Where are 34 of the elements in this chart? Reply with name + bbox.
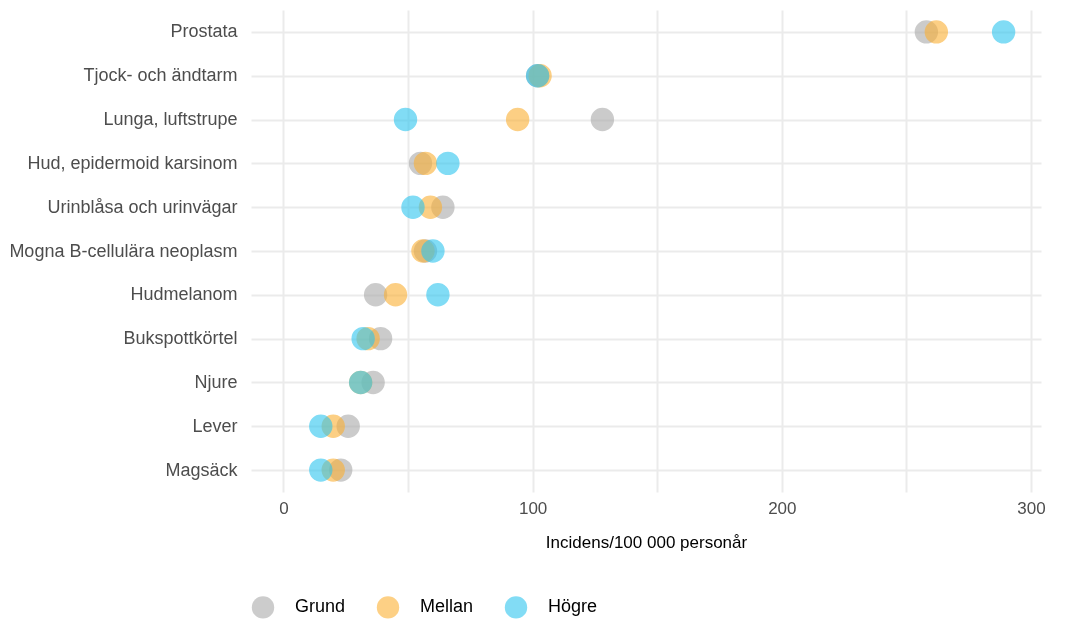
legend-label: Mellan [420, 596, 474, 617]
x-tick-label: 100 [518, 498, 548, 518]
y-tick-label: Lever [192, 415, 238, 436]
point [413, 151, 438, 176]
y-tick-label: Mogna B-cellulära neoplasm [9, 240, 238, 261]
point [309, 414, 333, 438]
point [401, 195, 425, 219]
y-tick-label: Tjock- och ändtarm [83, 65, 238, 86]
point [351, 326, 375, 351]
point [309, 458, 333, 482]
y-tick-label: Magsäck [165, 459, 239, 480]
y-tick-label: Lunga, luftstrupe [103, 109, 238, 130]
y-tick-label: Urinblåsa och urinvägar [47, 196, 238, 217]
point [924, 20, 949, 44]
x-tick-label: 200 [768, 498, 797, 518]
point [393, 107, 418, 132]
point [505, 107, 530, 132]
x-axis-title: Incidens/100 000 personår [545, 532, 748, 552]
point [421, 239, 445, 263]
y-tick-label: Bukspottkörtel [123, 328, 238, 349]
point [590, 107, 615, 132]
point [991, 20, 1016, 44]
legend-label: Grund [295, 596, 346, 617]
point [383, 283, 408, 307]
y-tick-label: Hudmelanom [130, 284, 238, 305]
x-tick-label: 0 [279, 498, 289, 518]
point [426, 283, 450, 307]
y-tick-label: Hud, epidermoid karsinom [27, 152, 238, 173]
point [363, 283, 388, 307]
legend-label: Högre [548, 596, 598, 617]
y-tick-label: Njure [194, 371, 238, 392]
y-tick-label: Prostata [170, 21, 239, 42]
x-tick-label: 300 [1017, 498, 1046, 518]
point [436, 151, 460, 176]
